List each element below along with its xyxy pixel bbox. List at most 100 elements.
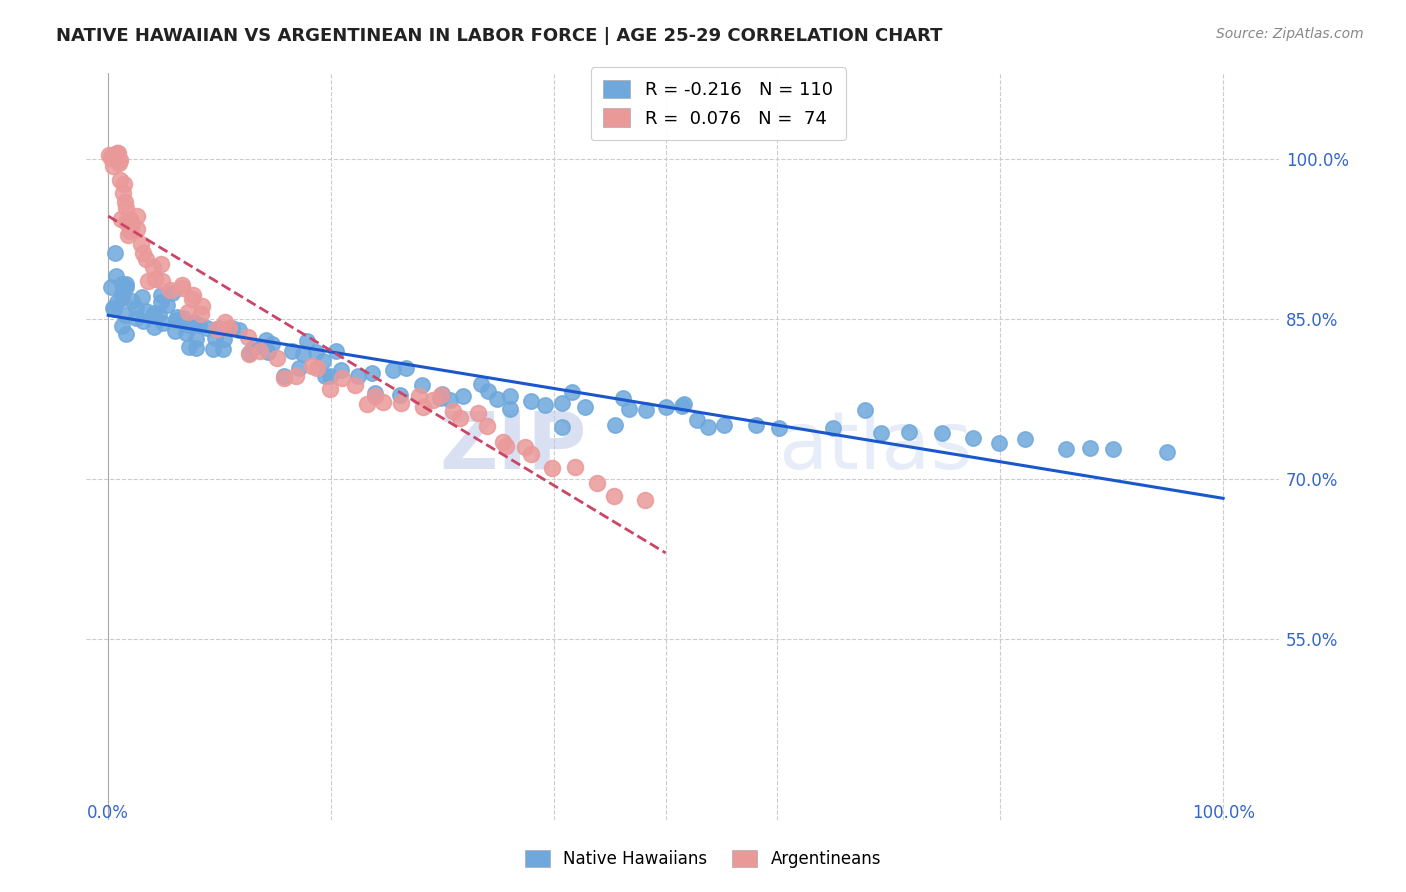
Point [330, 363, 353, 377]
Text: NATIVE HAWAIIAN VS ARGENTINEAN IN LABOR FORCE | AGE 25-29 CORRELATION CHART: NATIVE HAWAIIAN VS ARGENTINEAN IN LABOR … [56, 27, 943, 45]
Point [869, 425, 891, 440]
Point [180, 292, 202, 306]
Point [105, 149, 128, 163]
Point [136, 274, 159, 288]
Point [228, 323, 250, 337]
Point [686, 413, 709, 427]
Point [256, 344, 278, 359]
Point [111, 186, 134, 200]
Point [108, 173, 131, 187]
Point [603, 489, 626, 503]
Point [117, 227, 139, 242]
Point [212, 332, 235, 346]
Point [114, 327, 136, 342]
Point [174, 326, 197, 340]
Point [430, 387, 453, 401]
Point [768, 421, 790, 435]
Text: atlas: atlas [778, 408, 972, 486]
Point [495, 439, 517, 453]
Point [364, 386, 387, 401]
Text: 100.0%: 100.0% [1192, 805, 1254, 822]
Point [254, 333, 277, 347]
Point [125, 209, 148, 223]
Point [319, 382, 342, 396]
Point [243, 339, 266, 353]
Point [101, 301, 124, 315]
Point [120, 224, 142, 238]
Point [100, 152, 122, 166]
Point [120, 212, 142, 227]
Point [104, 246, 127, 260]
Point [273, 369, 295, 384]
Point [389, 388, 412, 402]
Point [177, 340, 200, 354]
Point [186, 332, 208, 346]
Point [183, 315, 205, 329]
Point [821, 421, 844, 435]
Point [135, 252, 157, 266]
Point [145, 272, 167, 286]
Point [111, 319, 134, 334]
Point [121, 293, 143, 308]
Point [897, 425, 920, 439]
Point [551, 419, 574, 434]
Point [149, 295, 172, 310]
Point [312, 353, 335, 368]
Point [105, 294, 128, 309]
Point [121, 217, 143, 231]
Point [356, 397, 378, 411]
Point [103, 159, 125, 173]
Point [100, 280, 122, 294]
Point [160, 285, 183, 300]
Point [131, 314, 153, 328]
Point [163, 324, 186, 338]
Point [492, 434, 515, 449]
Point [301, 359, 323, 373]
Point [181, 288, 204, 302]
Legend: Native Hawaiians, Argentineans: Native Hawaiians, Argentineans [519, 843, 887, 875]
Point [211, 342, 233, 356]
Point [1102, 442, 1125, 457]
Point [853, 403, 876, 417]
Point [165, 313, 187, 327]
Point [101, 148, 124, 162]
Point [115, 280, 138, 294]
Point [470, 377, 492, 392]
Point [561, 385, 583, 400]
Point [394, 361, 416, 376]
Point [177, 318, 200, 333]
Text: ZIP: ZIP [440, 408, 586, 486]
Point [745, 417, 768, 432]
Point [125, 310, 148, 325]
Point [574, 401, 596, 415]
Text: Source: ZipAtlas.com: Source: ZipAtlas.com [1216, 27, 1364, 41]
Point [142, 319, 165, 334]
Point [281, 343, 304, 358]
Point [1054, 442, 1077, 456]
Point [612, 391, 634, 405]
Point [125, 301, 148, 315]
Point [142, 260, 165, 274]
Point [988, 436, 1011, 450]
Point [467, 406, 489, 420]
Point [114, 195, 136, 210]
Point [214, 315, 236, 329]
Point [449, 411, 471, 425]
Point [422, 393, 444, 408]
Point [205, 321, 228, 335]
Point [156, 298, 179, 312]
Point [287, 360, 309, 375]
Point [515, 441, 537, 455]
Point [364, 389, 387, 403]
Point [204, 331, 226, 345]
Point [152, 316, 174, 330]
Point [520, 447, 543, 461]
Point [671, 400, 693, 414]
Point [105, 268, 128, 283]
Point [655, 401, 678, 415]
Point [330, 371, 353, 385]
Point [166, 310, 188, 325]
Point [411, 377, 433, 392]
Point [114, 201, 136, 215]
Point [305, 345, 328, 359]
